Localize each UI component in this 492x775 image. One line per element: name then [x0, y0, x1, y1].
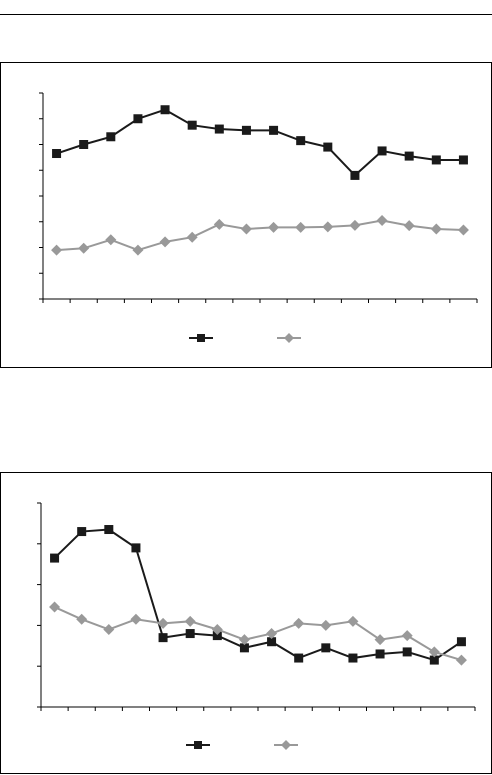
diamond-marker	[78, 242, 90, 254]
square-marker	[269, 125, 279, 135]
square-marker	[431, 155, 441, 165]
diamond-marker	[211, 623, 223, 635]
diamond-marker	[157, 617, 169, 629]
square-marker	[104, 525, 114, 535]
diamond-marker	[105, 234, 117, 246]
diamond-marker	[186, 231, 198, 243]
legend-diamond-marker	[281, 740, 291, 750]
line-chart-2	[37, 502, 476, 750]
diamond-marker	[49, 601, 61, 613]
diamond-marker	[51, 244, 63, 256]
legend-square-marker	[197, 334, 205, 342]
diamond-marker	[322, 221, 334, 233]
diamond-marker	[403, 220, 415, 232]
chart-panel-1	[0, 62, 492, 368]
square-marker	[158, 633, 168, 643]
diamond-marker	[103, 623, 115, 635]
diamond-marker	[132, 244, 144, 256]
square-marker	[52, 149, 62, 159]
square-marker	[239, 643, 249, 653]
square-marker	[456, 637, 466, 647]
diamond-marker	[238, 634, 250, 646]
square-marker	[404, 151, 414, 161]
diamond-marker	[130, 613, 142, 625]
square-marker	[212, 631, 222, 641]
series-line-2	[54, 606, 462, 662]
square-marker	[321, 643, 331, 653]
series-line-1	[56, 108, 464, 177]
square-marker	[267, 637, 277, 647]
diamond-marker	[184, 615, 196, 627]
legend-square-marker	[194, 741, 202, 749]
square-marker	[77, 527, 87, 537]
diamond-marker	[428, 646, 440, 658]
square-marker	[296, 136, 306, 146]
chart-panel-2	[0, 472, 492, 774]
line-chart-1	[39, 92, 478, 343]
diamond-marker	[268, 221, 280, 233]
series-line-1	[53, 528, 462, 662]
diamond-marker	[401, 630, 413, 642]
diamond-marker	[266, 628, 278, 640]
square-marker	[458, 155, 468, 165]
diamond-marker	[457, 224, 469, 236]
diamond-marker	[295, 221, 307, 233]
top-rule	[0, 14, 492, 15]
diamond-marker	[430, 223, 442, 235]
diamond-marker	[293, 617, 305, 629]
square-marker	[50, 553, 60, 563]
square-marker	[187, 120, 197, 130]
square-marker	[350, 170, 360, 180]
square-marker	[348, 653, 358, 663]
series-line-2	[56, 219, 464, 252]
diamond-marker	[349, 219, 361, 231]
diamond-marker	[347, 615, 359, 627]
square-marker	[214, 124, 224, 134]
square-marker	[133, 114, 143, 124]
square-marker	[402, 647, 412, 657]
diamond-marker	[240, 223, 252, 235]
square-marker	[429, 655, 439, 665]
diamond-marker	[320, 619, 332, 631]
square-marker	[294, 653, 304, 663]
square-marker	[131, 543, 141, 553]
diamond-marker	[76, 613, 88, 625]
diamond-marker	[374, 634, 386, 646]
square-marker	[241, 125, 251, 135]
diamond-marker	[213, 218, 225, 230]
square-marker	[106, 132, 116, 142]
square-marker	[79, 140, 89, 149]
diamond-marker	[455, 654, 467, 666]
square-marker	[160, 105, 170, 115]
legend-diamond-marker	[284, 333, 294, 343]
square-marker	[375, 649, 385, 659]
square-marker	[185, 629, 195, 639]
square-marker	[377, 146, 387, 156]
diamond-marker	[376, 214, 388, 226]
diamond-marker	[159, 236, 171, 248]
square-marker	[323, 142, 333, 152]
